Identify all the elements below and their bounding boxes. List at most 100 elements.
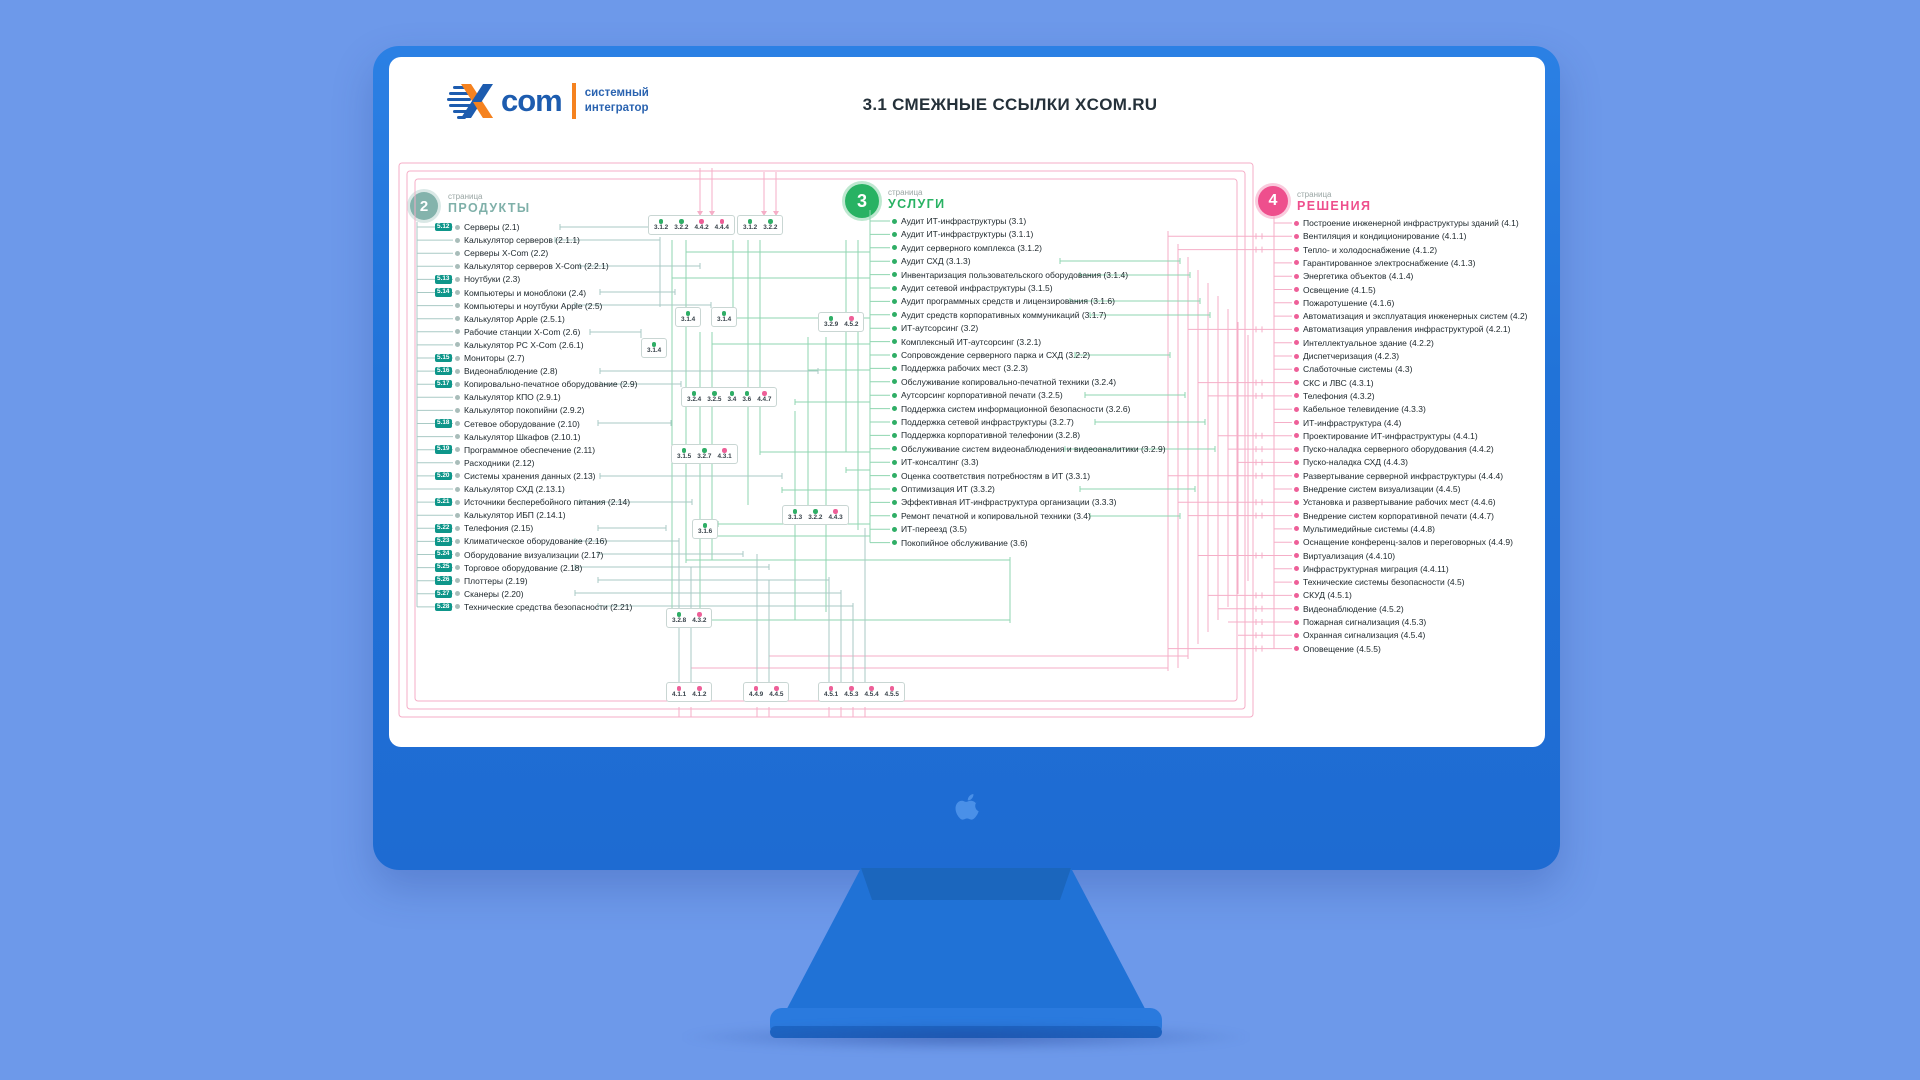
solution-item: Вентиляция и кондиционирование (4.1.1) bbox=[1294, 230, 1466, 243]
crosslink-number: 4.5.3 bbox=[844, 691, 859, 698]
item-bullet-icon bbox=[1294, 486, 1299, 492]
item-label: Аудит средств корпоративных коммуникаций… bbox=[901, 309, 1107, 320]
item-label: Калькулятор Apple (2.5.1) bbox=[464, 313, 565, 324]
service-item: Инвентаризация пользовательского оборудо… bbox=[892, 268, 1128, 281]
crosslink-dot-icon bbox=[697, 686, 702, 691]
solution-item: Технические системы безопасности (4.5) bbox=[1294, 576, 1465, 589]
page-ref-badge: 5.23 bbox=[434, 537, 452, 546]
crosslink-ref: 3.6 bbox=[742, 391, 751, 403]
item-bullet-icon bbox=[455, 447, 460, 453]
item-bullet-icon bbox=[455, 499, 460, 505]
item-bullet-icon bbox=[455, 486, 460, 492]
item-label: ИТ-аутсорсинг (3.2) bbox=[901, 323, 979, 334]
product-item: Калькулятор РС X-Com (2.6.1) bbox=[426, 338, 584, 351]
badge-slot: 5.16 bbox=[426, 366, 452, 376]
item-label: Плоттеры (2.19) bbox=[464, 575, 528, 586]
crosslink-box: 3.2.8 4.3.2 bbox=[666, 608, 713, 629]
item-label: Пуско-наладка серверного оборудования (4… bbox=[1303, 444, 1494, 455]
crosslink-dot-icon bbox=[762, 391, 767, 396]
crosslink-ref: 3.1.5 bbox=[677, 448, 691, 460]
item-label: Обслуживание систем видеонаблюдения и ви… bbox=[901, 443, 1166, 454]
crosslink-number: 3.2.2 bbox=[674, 224, 689, 231]
crosslink-ref: 4.5.3 bbox=[844, 686, 858, 698]
item-label: Интеллектуальное здание (4.2.2) bbox=[1303, 337, 1434, 348]
product-item: Компьютеры и ноутбуки Apple (2.5) bbox=[426, 299, 602, 312]
item-bullet-icon bbox=[892, 339, 897, 345]
item-label: Гарантированное электроснабжение (4.1.3) bbox=[1303, 257, 1476, 268]
products-page-label: страница bbox=[448, 192, 483, 201]
item-bullet-icon bbox=[455, 381, 460, 387]
crosslink-ref: 3.2.2 bbox=[674, 219, 688, 231]
crosslink-number: 3.2.4 bbox=[687, 396, 702, 403]
solution-item: Энергетика объектов (4.1.4) bbox=[1294, 270, 1413, 283]
xcom-logo: com системный интегратор bbox=[447, 76, 649, 126]
item-bullet-icon bbox=[455, 276, 460, 282]
products-header: страница ПРОДУКТЫ bbox=[448, 192, 531, 216]
item-bullet-icon bbox=[892, 513, 897, 519]
crosslink-dot-icon bbox=[744, 391, 750, 396]
item-bullet-icon bbox=[892, 298, 897, 304]
item-bullet-icon bbox=[455, 434, 460, 440]
item-label: Видеонаблюдение (4.5.2) bbox=[1303, 603, 1404, 614]
crosslink-box: 3.1.2 3.2.2 bbox=[737, 215, 784, 236]
item-label: Мультимедийные системы (4.4.8) bbox=[1303, 523, 1435, 534]
item-bullet-icon bbox=[1294, 406, 1299, 412]
crosslink-ref: 3.1.3 bbox=[788, 509, 802, 521]
item-label: Калькулятор покопийни (2.9.2) bbox=[464, 405, 585, 416]
imac-screen bbox=[389, 57, 1545, 747]
product-item: Калькулятор серверов (2.1.1) bbox=[426, 234, 580, 247]
product-item: Калькулятор Шкафов (2.10.1) bbox=[426, 430, 580, 443]
item-label: Аутсорсинг корпоративной печати (3.2.5) bbox=[901, 390, 1063, 401]
crosslink-dot-icon bbox=[774, 686, 779, 691]
service-item: Аудит ИТ-инфраструктуры (3.1) bbox=[892, 215, 1026, 228]
crosslink-number: 4.3.2 bbox=[692, 617, 707, 624]
crosslink-box: 3.1.2 3.2.2 4.4.2 4.4.4 bbox=[648, 215, 735, 236]
item-label: Виртуализация (4.4.10) bbox=[1303, 550, 1396, 561]
crosslink-number: 3.2.7 bbox=[697, 453, 712, 460]
item-label: Освещение (4.1.5) bbox=[1303, 284, 1376, 295]
service-item: Аудит СХД (3.1.3) bbox=[892, 255, 971, 268]
logo-brand-text: com bbox=[501, 83, 563, 118]
item-bullet-icon bbox=[1294, 446, 1299, 452]
crosslink-number: 3.2.5 bbox=[707, 396, 722, 403]
page-ref-badge: 5.12 bbox=[434, 222, 452, 232]
crosslink-box: 4.5.1 4.5.3 4.5.4 4.5.5 bbox=[818, 682, 905, 703]
item-bullet-icon bbox=[455, 303, 460, 309]
product-item: 5.14 Компьютеры и моноблоки (2.4) bbox=[426, 286, 586, 299]
product-item: Рабочие станции X-Com (2.6) bbox=[426, 325, 580, 338]
item-label: Аудит СХД (3.1.3) bbox=[901, 256, 971, 267]
item-label: Внедрение систем визуализации (4.4.5) bbox=[1303, 484, 1461, 494]
crosslink-dot-icon bbox=[676, 612, 682, 617]
item-bullet-icon bbox=[892, 540, 897, 546]
badge-slot: 5.14 bbox=[426, 288, 452, 297]
item-label: Аудит программных средств и лицензирован… bbox=[901, 296, 1115, 307]
solution-item: Автоматизация управления инфраструктурой… bbox=[1294, 323, 1510, 336]
item-bullet-icon bbox=[1294, 513, 1299, 519]
crosslink-ref: 4.1.1 bbox=[672, 686, 686, 698]
item-bullet-icon bbox=[1294, 499, 1299, 505]
item-bullet-icon bbox=[1294, 433, 1299, 439]
crosslink-ref: 3.1.4 bbox=[681, 311, 695, 323]
crosslink-number: 4.4.2 bbox=[694, 224, 709, 231]
item-label: Оценка соответствия потребностям в ИТ (3… bbox=[901, 470, 1091, 481]
item-bullet-icon bbox=[892, 392, 897, 398]
item-label: Калькулятор РС X-Com (2.6.1) bbox=[464, 339, 584, 350]
item-bullet-icon bbox=[455, 578, 460, 584]
item-bullet-icon bbox=[1294, 473, 1299, 479]
item-bullet-icon bbox=[1294, 566, 1299, 572]
service-item: Аудит программных средств и лицензирован… bbox=[892, 295, 1115, 308]
item-label: Обслуживание копировально-печатной техни… bbox=[901, 376, 1117, 387]
badge-slot: 5.13 bbox=[426, 275, 452, 284]
crosslink-number: 4.5.2 bbox=[844, 321, 859, 328]
item-label: Источники бесперебойного питания (2.14) bbox=[464, 497, 631, 508]
solution-item: Диспетчеризация (4.2.3) bbox=[1294, 350, 1399, 363]
crosslink-dot-icon bbox=[889, 686, 895, 691]
product-item: 5.20 Системы хранения данных (2.13) bbox=[426, 469, 596, 482]
logo-tagline-1: системный bbox=[584, 87, 649, 100]
crosslink-dot-icon bbox=[676, 686, 682, 691]
item-label: Аудит ИТ-инфраструктуры (3.1.1) bbox=[901, 229, 1034, 240]
crosslink-box: 4.1.1 4.1.2 bbox=[666, 682, 713, 703]
item-label: Серверы (2.1) bbox=[464, 222, 520, 232]
solution-item: Охранная сигнализация (4.5.4) bbox=[1294, 629, 1425, 642]
crosslink-ref: 3.2.2 bbox=[763, 219, 777, 231]
